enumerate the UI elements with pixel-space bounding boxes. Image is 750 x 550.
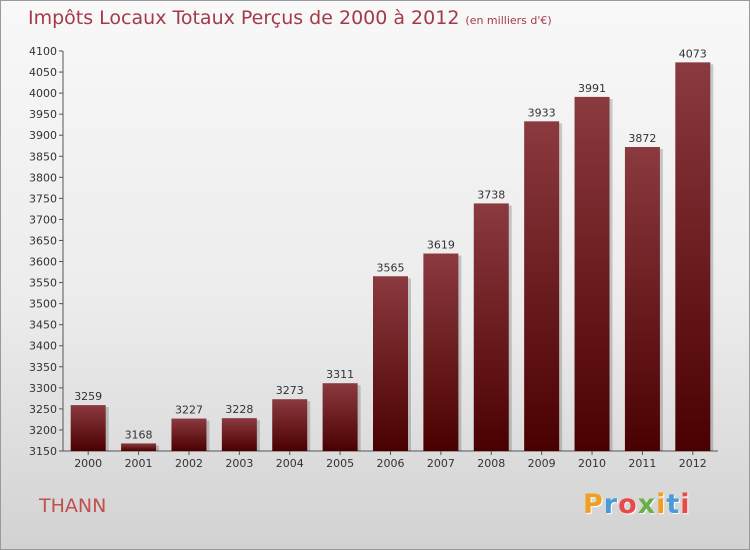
y-tick-label: 3500: [29, 298, 57, 311]
logo-letter: P: [583, 489, 604, 520]
bar: [221, 418, 257, 451]
y-tick-label: 3250: [29, 403, 57, 416]
logo-letter: x: [637, 489, 657, 520]
unit-note: (en milliers d'€): [465, 14, 552, 27]
x-tick-label: 2004: [276, 457, 304, 470]
data-label: 4073: [679, 47, 707, 60]
data-label: 3228: [225, 403, 253, 416]
data-label: 3259: [74, 390, 102, 403]
y-tick-label: 3200: [29, 424, 57, 437]
x-tick-label: 2006: [377, 457, 405, 470]
y-tick-label: 3650: [29, 234, 57, 247]
y-tick-label: 3400: [29, 340, 57, 353]
bar: [121, 443, 157, 451]
y-tick-label: 3900: [29, 129, 57, 142]
logo-letter: i: [656, 489, 667, 520]
bar: [624, 147, 660, 451]
x-tick-label: 2002: [175, 457, 203, 470]
x-tick-label: 2007: [427, 457, 455, 470]
x-tick-label: 2005: [326, 457, 354, 470]
bar: [423, 253, 459, 451]
logo-letter: i: [680, 489, 691, 520]
bar: [524, 121, 560, 451]
x-tick-label: 2011: [628, 457, 656, 470]
data-label: 3565: [377, 261, 405, 274]
data-label: 3168: [125, 428, 153, 441]
y-tick-label: 3150: [29, 445, 57, 458]
bar: [675, 62, 711, 452]
bar: [322, 383, 358, 451]
data-label: 3933: [528, 106, 556, 119]
logo-letter: r: [603, 489, 619, 520]
location-label: THANN: [39, 495, 107, 517]
y-tick-label: 3700: [29, 213, 57, 226]
y-tick-label: 3850: [29, 150, 57, 163]
bar: [473, 203, 509, 451]
y-tick-label: 3800: [29, 171, 57, 184]
logo-letter: t: [666, 489, 681, 520]
proxiti-logo: Proxiti: [583, 489, 691, 520]
y-tick-label: 3750: [29, 192, 57, 205]
y-tick-label: 4100: [29, 45, 57, 58]
y-tick-label: 3450: [29, 319, 57, 332]
x-tick-label: 2008: [477, 457, 505, 470]
y-tick-label: 3300: [29, 382, 57, 395]
y-tick-label: 3350: [29, 361, 57, 374]
y-tick-label: 4000: [29, 87, 57, 100]
data-label: 3311: [326, 368, 354, 381]
y-tick-label: 3950: [29, 108, 57, 121]
bar: [574, 96, 610, 451]
y-tick-label: 3550: [29, 277, 57, 290]
data-label: 3872: [628, 132, 656, 145]
chart-title: Impôts Locaux Totaux Perçus de 2000 à 20…: [28, 7, 552, 29]
y-tick-label: 4050: [29, 66, 57, 79]
x-tick-label: 2009: [528, 457, 556, 470]
bar: [272, 399, 308, 451]
logo-letter: o: [618, 489, 638, 520]
y-tick-label: 3600: [29, 256, 57, 269]
data-label: 3738: [477, 188, 505, 201]
x-tick-label: 2010: [578, 457, 606, 470]
data-label: 3991: [578, 82, 606, 95]
data-label: 3273: [276, 384, 304, 397]
bar: [373, 276, 408, 451]
bar: [70, 405, 106, 451]
x-tick-label: 2000: [74, 457, 102, 470]
x-tick-label: 2012: [679, 457, 707, 470]
x-tick-label: 2003: [225, 457, 253, 470]
data-label: 3619: [427, 239, 455, 252]
data-label: 3227: [175, 404, 203, 417]
chart-title-text: Impôts Locaux Totaux Perçus de 2000 à 20…: [28, 7, 460, 29]
x-tick-label: 2001: [125, 457, 153, 470]
bar: [171, 418, 207, 451]
